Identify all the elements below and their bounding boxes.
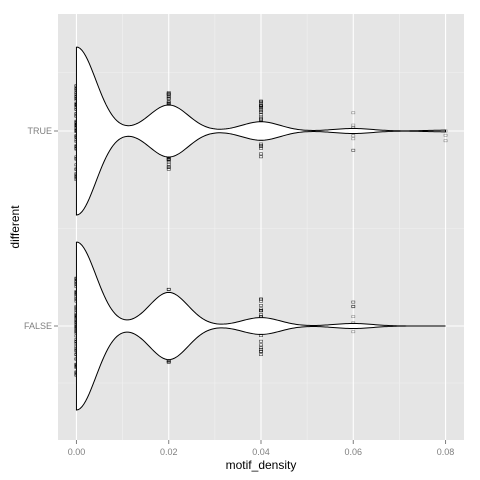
x-tick-label: 0.04 bbox=[252, 447, 270, 457]
data-point bbox=[259, 107, 263, 111]
data-point bbox=[259, 142, 263, 146]
data-point bbox=[166, 360, 171, 364]
data-point bbox=[259, 353, 263, 356]
y-tick-label: TRUE bbox=[28, 126, 53, 136]
violins bbox=[75, 46, 447, 411]
data-point bbox=[351, 300, 356, 304]
data-point bbox=[351, 300, 356, 304]
data-point bbox=[166, 95, 171, 99]
data-point bbox=[166, 102, 171, 105]
data-point bbox=[259, 307, 263, 311]
data-point bbox=[259, 309, 263, 312]
y-axis-title: different bbox=[8, 205, 22, 249]
data-point bbox=[351, 330, 356, 334]
data-point bbox=[351, 111, 356, 115]
data-point bbox=[351, 134, 356, 138]
x-tick-label: 0.02 bbox=[160, 447, 178, 457]
data-point bbox=[166, 167, 171, 171]
data-point bbox=[351, 304, 356, 308]
x-tick-label: 0.08 bbox=[437, 447, 455, 457]
data-point bbox=[259, 152, 263, 156]
data-point bbox=[259, 117, 263, 121]
data-point bbox=[443, 133, 448, 137]
x-axis-title: motif_density bbox=[226, 458, 297, 472]
data-point bbox=[351, 137, 356, 141]
data-point bbox=[351, 123, 356, 127]
data-point bbox=[259, 343, 263, 347]
data-point bbox=[259, 346, 263, 350]
data-point bbox=[166, 165, 171, 168]
y-tick-label: FALSE bbox=[24, 321, 52, 331]
data-point bbox=[351, 305, 356, 309]
x-tick-label: 0.00 bbox=[68, 447, 86, 457]
axes: 0.00 0.02 0.04 0.06 0.08 FALSE TRUE bbox=[24, 126, 454, 457]
data-point bbox=[259, 313, 263, 316]
data-point bbox=[259, 297, 263, 301]
x-tick-label: 0.06 bbox=[345, 447, 363, 457]
data-point bbox=[443, 139, 448, 143]
data-point bbox=[351, 149, 356, 152]
data-point bbox=[259, 101, 263, 105]
data-point bbox=[259, 304, 263, 307]
data-point bbox=[259, 155, 263, 159]
violin-true bbox=[75, 46, 447, 216]
data-point bbox=[351, 148, 356, 152]
data-point bbox=[259, 339, 263, 343]
data-point bbox=[259, 110, 263, 114]
data-point bbox=[351, 315, 356, 319]
violin-false bbox=[75, 241, 446, 411]
data-point bbox=[166, 287, 171, 291]
data-point bbox=[259, 347, 263, 351]
data-point bbox=[351, 305, 356, 308]
